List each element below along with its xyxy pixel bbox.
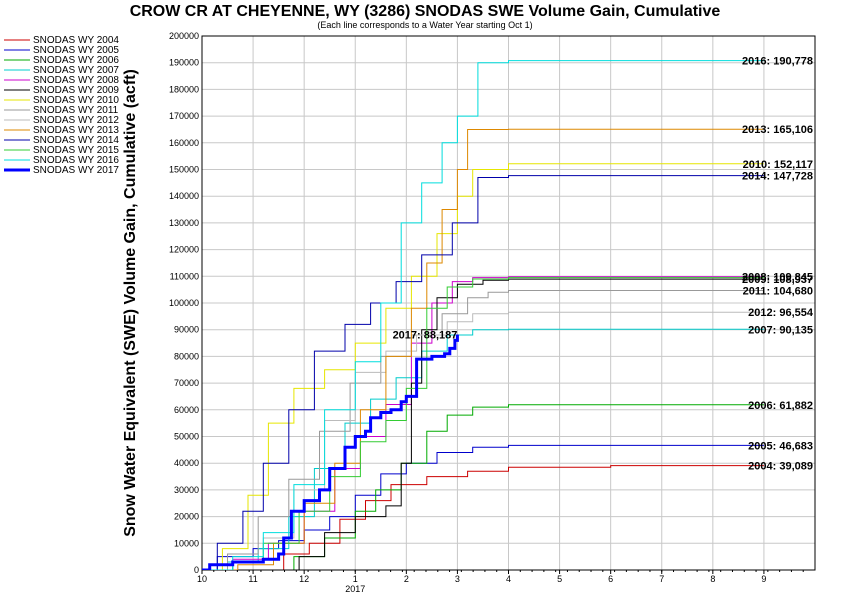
- y-tick-label: 70000: [174, 378, 199, 388]
- series-line: [202, 444, 764, 570]
- series-line: [202, 163, 764, 570]
- y-tick-label: 80000: [174, 351, 199, 361]
- series-end-label: 2016: 190,778: [742, 56, 813, 68]
- x-tick-label: 3: [455, 574, 460, 584]
- series-line: [202, 290, 764, 570]
- x-year-label: 2017: [345, 584, 365, 594]
- legend-entry: SNODAS WY 2012: [33, 115, 119, 126]
- legend-entry: SNODAS WY 2005: [33, 45, 119, 56]
- legend-entry: SNODAS WY 2013: [33, 125, 119, 136]
- y-tick-label: 60000: [174, 405, 199, 415]
- x-tick-label: 6: [608, 574, 613, 584]
- x-tick-label: 7: [659, 574, 664, 584]
- y-tick-label: 140000: [169, 191, 199, 201]
- legend-entry: SNODAS WY 2004: [33, 35, 119, 46]
- legend-entry: SNODAS WY 2015: [33, 145, 119, 156]
- x-tick-label: 5: [557, 574, 562, 584]
- x-tick-label: 9: [761, 574, 766, 584]
- series-end-label: 2005: 46,683: [748, 440, 813, 452]
- y-tick-label: 170000: [169, 111, 199, 121]
- legend-entry: SNODAS WY 2011: [33, 105, 119, 116]
- legend-entry: SNODAS WY 2017: [33, 165, 119, 176]
- x-tick-label: 2: [404, 574, 409, 584]
- series-end-label: 2013: 165,106: [742, 124, 813, 136]
- y-tick-label: 90000: [174, 325, 199, 335]
- legend-entry: SNODAS WY 2010: [33, 95, 119, 106]
- series-lines: [202, 60, 764, 570]
- x-tick-label: 4: [506, 574, 511, 584]
- x-tick-label: 10: [197, 574, 207, 584]
- chart-subtitle: (Each line corresponds to a Water Year s…: [317, 20, 532, 30]
- y-tick-label: 130000: [169, 218, 199, 228]
- series-line: [202, 334, 459, 570]
- legend-entry: SNODAS WY 2016: [33, 155, 119, 166]
- series-end-label: 2011: 104,680: [743, 286, 813, 298]
- series-end-label: 2017: 88,187: [393, 330, 458, 342]
- y-tick-label: 10000: [174, 538, 199, 548]
- series-end-label: 2010: 152,117: [743, 159, 813, 171]
- y-tick-label: 30000: [174, 485, 199, 495]
- x-tick-label: 12: [299, 574, 309, 584]
- series-line: [202, 60, 764, 570]
- series-end-label: 2008: 109,845: [742, 272, 813, 284]
- series-end-label: 2007: 90,135: [748, 324, 813, 336]
- legend-entry: SNODAS WY 2014: [33, 135, 119, 146]
- end-labels: 2004: 39,089 2005: 46,683 2006: 61,882 2007…: [393, 56, 814, 473]
- legend-entry: SNODAS WY 2008: [33, 75, 119, 86]
- series-line: [202, 465, 764, 570]
- series-end-label: 2006: 61,882: [748, 400, 813, 412]
- series-end-label: 2012: 96,554: [748, 307, 814, 319]
- series-line: [202, 278, 764, 570]
- y-tick-label: 40000: [174, 458, 199, 468]
- y-tick-label: 0: [194, 565, 199, 575]
- x-tick-label: 8: [710, 574, 715, 584]
- y-tick-label: 150000: [169, 165, 199, 175]
- x-tick-label: 1: [353, 574, 358, 584]
- chart-title: CROW CR AT CHEYENNE, WY (3286) SNODAS SW…: [130, 3, 721, 20]
- y-tick-label: 50000: [174, 432, 199, 442]
- legend-entry: SNODAS WY 2007: [33, 65, 119, 76]
- series-end-label: 2014: 147,728: [742, 171, 813, 183]
- y-tick-label: 190000: [169, 58, 199, 68]
- y-tick-label: 120000: [169, 245, 199, 255]
- x-tick-label: 11: [248, 574, 257, 584]
- series-end-label: 2009: 108,937: [742, 274, 813, 286]
- y-tick-label: 20000: [174, 512, 199, 522]
- axes: 0 10000 20000 30000 40000 50000 60000 70000 8000…: [169, 31, 816, 594]
- series-line: [202, 175, 764, 570]
- legend-entry: SNODAS WY 2006: [33, 55, 119, 66]
- series-end-label: 2004: 39,089: [748, 461, 813, 473]
- y-tick-label: 110000: [170, 271, 199, 281]
- legend-entry: SNODAS WY 2009: [33, 85, 119, 96]
- y-axis-label: Snow Water Equivalent (SWE) Volume Gain,…: [122, 69, 139, 537]
- y-tick-label: 180000: [169, 84, 199, 94]
- y-tick-label: 160000: [169, 138, 199, 148]
- y-tick-label: 200000: [169, 31, 199, 41]
- y-tick-label: 100000: [169, 298, 199, 308]
